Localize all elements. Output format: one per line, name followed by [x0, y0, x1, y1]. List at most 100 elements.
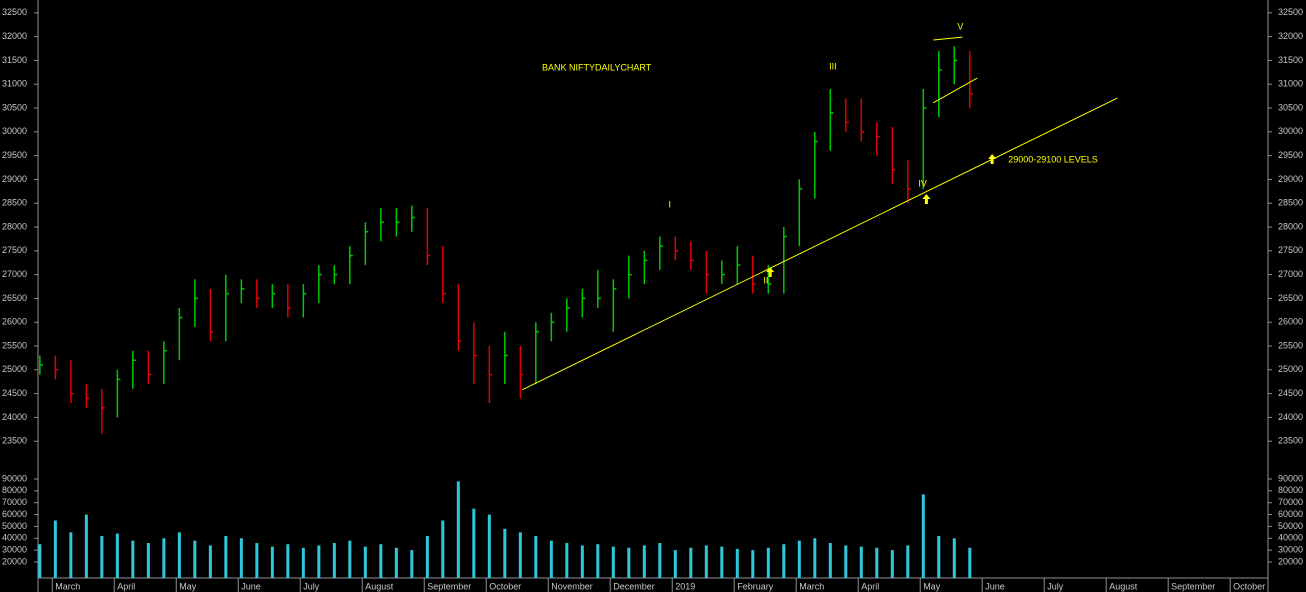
price-bar	[628, 255, 632, 299]
volume-bar	[549, 540, 553, 578]
price-bar	[969, 50, 973, 109]
y-tick-label-right: 27000	[1278, 269, 1303, 279]
x-tick-label: December	[613, 581, 655, 591]
price-bar	[953, 46, 958, 85]
price-bar	[581, 288, 586, 318]
volume-tick-label: 50000	[2, 521, 27, 531]
price-bar	[70, 360, 74, 404]
volume-bar	[270, 546, 274, 578]
volume-bar	[53, 520, 57, 578]
y-tick-label-right: 24000	[1278, 412, 1303, 422]
price-bar	[829, 89, 834, 151]
y-tick-label-right: 28000	[1278, 221, 1303, 231]
price-bar	[488, 346, 493, 404]
volume-bar	[611, 546, 615, 578]
price-bar	[736, 246, 741, 285]
price-bar	[194, 279, 198, 327]
price-bar	[101, 388, 105, 435]
price-bar	[240, 279, 245, 304]
price-bar	[674, 236, 679, 261]
y-tick-label: 26000	[2, 317, 27, 327]
volume-bar	[239, 538, 243, 578]
trendline	[932, 77, 978, 104]
volume-bar	[456, 481, 460, 578]
price-bar	[85, 384, 90, 408]
price-bar	[922, 89, 927, 189]
x-tick-label: September	[427, 581, 471, 591]
volume-tick-label: 30000	[2, 545, 27, 555]
price-bar	[550, 312, 555, 342]
price-bar	[612, 279, 617, 332]
volume-bar	[441, 520, 445, 578]
volume-tick-label-right: 80000	[1278, 485, 1303, 495]
price-bar	[54, 355, 59, 380]
x-tick-label: April	[117, 581, 135, 591]
price-bar	[860, 98, 865, 142]
volume-bar	[503, 528, 507, 578]
price-bar	[814, 131, 818, 199]
volume-tick-label: 20000	[2, 556, 27, 566]
y-tick-label-right: 25500	[1278, 340, 1303, 350]
trendline	[933, 36, 963, 41]
x-tick-label: June	[985, 581, 1005, 591]
price-bar	[426, 207, 431, 266]
volume-bar	[642, 545, 646, 578]
price-bar	[380, 207, 384, 242]
volume-tick-label-right: 20000	[1278, 556, 1303, 566]
x-tick-label: March	[799, 581, 824, 591]
volume-bar	[565, 543, 569, 578]
volume-bar	[627, 547, 631, 578]
volume-bar	[844, 545, 848, 578]
volume-bar	[720, 546, 724, 578]
y-tick-label-right: 25000	[1278, 364, 1303, 374]
volume-bar	[673, 550, 677, 578]
y-tick-label: 31000	[2, 79, 27, 89]
volume-bar	[286, 544, 290, 578]
volume-bar	[162, 538, 166, 578]
y-tick-label-right: 32500	[1278, 7, 1303, 17]
volume-tick-label-right: 70000	[1278, 497, 1303, 507]
price-bar	[938, 50, 942, 118]
volume-bar	[859, 546, 863, 578]
arrow	[766, 267, 775, 278]
volume-bar	[115, 533, 119, 578]
price-bar	[147, 350, 152, 385]
volume-bar	[952, 538, 956, 578]
chart-title: BANK NIFTYDAILYCHART	[542, 62, 652, 72]
volume-bar	[828, 543, 832, 578]
volume-tick-label-right: 30000	[1278, 545, 1303, 555]
y-tick-label: 24500	[2, 388, 27, 398]
y-tick-label: 28000	[2, 221, 27, 231]
annotation: III	[829, 61, 837, 71]
volume-bar	[937, 535, 941, 578]
arrow	[922, 193, 931, 204]
price-bar	[116, 369, 121, 418]
y-tick-label: 25000	[2, 364, 27, 374]
volume-bar	[813, 538, 817, 578]
volume-bar	[875, 547, 879, 578]
volume-tick-label-right: 40000	[1278, 533, 1303, 543]
y-tick-label-right: 29500	[1278, 150, 1303, 160]
price-bar	[132, 350, 136, 389]
price-bar	[752, 255, 756, 294]
volume-bar	[968, 547, 972, 578]
price-bar	[302, 284, 307, 318]
price-bar	[705, 250, 710, 294]
y-tick-label-right: 26000	[1278, 317, 1303, 327]
trendline	[521, 97, 1118, 391]
price-bar	[271, 284, 276, 308]
volume-bar	[332, 543, 336, 578]
volume-bar	[751, 550, 755, 578]
volume-bar	[735, 548, 739, 578]
volume-bar	[84, 514, 88, 578]
arrow	[988, 154, 997, 165]
x-tick-label: August	[1109, 581, 1138, 591]
volume-bar	[69, 532, 73, 578]
price-bar	[659, 236, 663, 270]
y-tick-label: 27000	[2, 269, 27, 279]
volume-bar	[518, 532, 522, 578]
y-tick-label-right: 23500	[1278, 436, 1303, 446]
price-bar	[643, 250, 648, 285]
